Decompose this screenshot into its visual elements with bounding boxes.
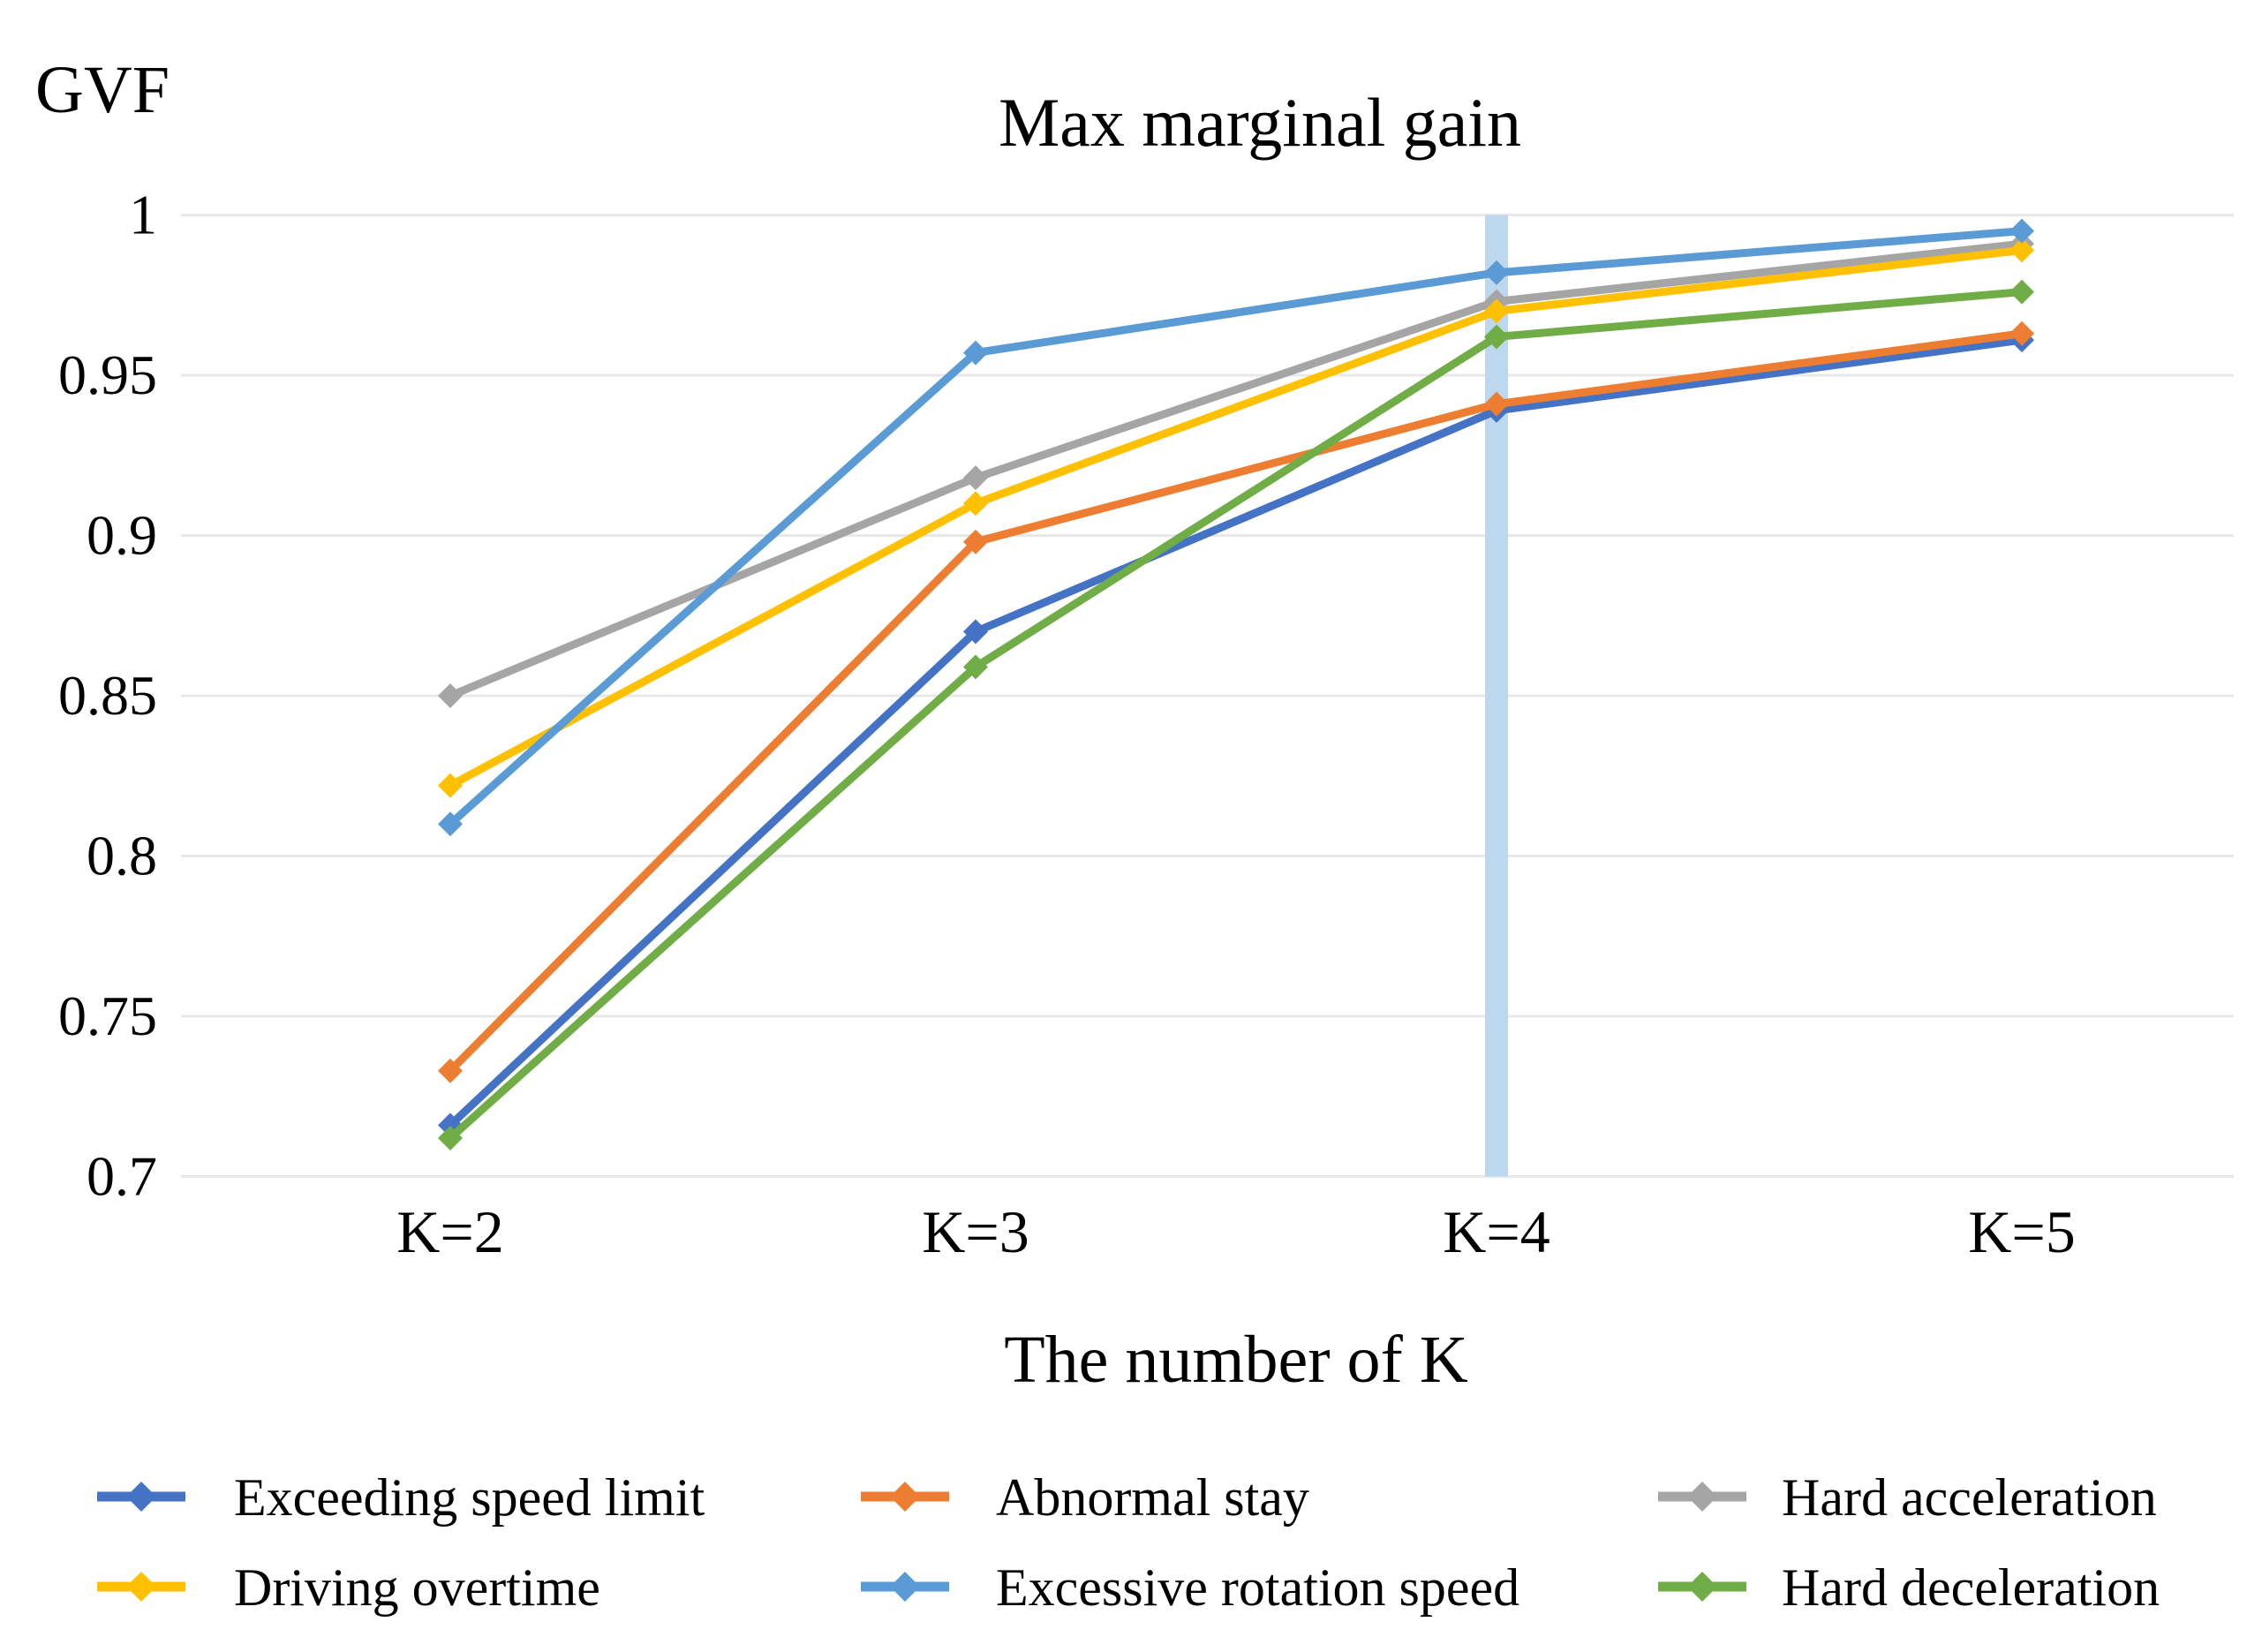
data-point-hard-deceleration-K=4 (1484, 324, 1509, 350)
x-tick-label-k-2: K=2 (396, 1198, 503, 1265)
data-point-hard-acceleration-K=3 (963, 465, 988, 491)
legend-label-driving-overtime: Driving overtime (234, 1558, 600, 1617)
legend-label-excessive-rotation-speed: Excessive rotation speed (996, 1558, 1519, 1617)
data-point-abnormal-stay-K=2 (438, 1058, 463, 1083)
y-tick-label-1: 1 (129, 184, 157, 246)
legend-marker-hard-deceleration (1687, 1572, 1717, 1602)
data-point-abnormal-stay-K=5 (2009, 321, 2034, 346)
y-tick-label-0.8: 0.8 (87, 825, 157, 887)
max-marginal-gain-bar (1485, 215, 1508, 1177)
data-point-exceeding-speed-limit-K=3 (963, 619, 988, 645)
data-point-driving-overtime-K=5 (2009, 238, 2034, 263)
y-tick-label-0.75: 0.75 (58, 984, 157, 1047)
x-tick-label-k-5: K=5 (1968, 1198, 2075, 1265)
y-axis-title: GVF (35, 53, 170, 127)
legend-label-hard-deceleration: Hard deceleration (1782, 1558, 2160, 1617)
data-point-hard-deceleration-K=5 (2009, 279, 2034, 305)
series-line-excessive-rotation-speed (446, 227, 2026, 828)
y-tick-label-0.9: 0.9 (87, 504, 157, 567)
data-point-abnormal-stay-K=4 (1484, 391, 1509, 417)
legend-marker-hard-acceleration (1687, 1482, 1717, 1512)
data-point-hard-deceleration-K=3 (963, 654, 988, 680)
data-point-driving-overtime-K=3 (963, 491, 988, 517)
legend-marker-excessive-rotation-speed (890, 1572, 920, 1602)
data-point-driving-overtime-K=4 (1484, 298, 1509, 324)
legend-label-abnormal-stay: Abnormal stay (996, 1468, 1309, 1527)
series-line-abnormal-stay (446, 329, 2026, 1075)
x-axis-title: The number of K (1004, 1323, 1468, 1397)
y-tick-label-0.95: 0.95 (58, 343, 157, 406)
chart-title: Max marginal gain (998, 84, 1522, 161)
legend-marker-exceeding-speed-limit (126, 1482, 156, 1512)
data-point-excessive-rotation-speed-K=3 (963, 340, 988, 366)
data-point-hard-acceleration-K=2 (438, 683, 463, 708)
y-tick-label-0.7: 0.7 (87, 1145, 157, 1208)
data-point-excessive-rotation-speed-K=4 (1484, 260, 1509, 285)
y-tick-label-0.85: 0.85 (58, 664, 157, 727)
legend-label-exceeding-speed-limit: Exceeding speed limit (234, 1468, 705, 1527)
series-line-exceeding-speed-limit (446, 336, 2026, 1129)
data-point-excessive-rotation-speed-K=5 (2009, 218, 2034, 244)
legend-label-hard-acceleration: Hard acceleration (1782, 1468, 2157, 1527)
x-tick-label-k-4: K=4 (1443, 1198, 1550, 1265)
series-line-driving-overtime (446, 245, 2026, 790)
x-tick-label-k-3: K=3 (922, 1198, 1029, 1265)
data-point-abnormal-stay-K=3 (963, 529, 988, 554)
series-line-hard-deceleration (446, 288, 2026, 1143)
data-point-driving-overtime-K=2 (438, 773, 463, 798)
data-point-hard-deceleration-K=2 (438, 1125, 463, 1150)
data-point-excessive-rotation-speed-K=2 (438, 811, 463, 837)
legend-marker-abnormal-stay (890, 1482, 920, 1512)
legend-marker-driving-overtime (126, 1572, 156, 1602)
